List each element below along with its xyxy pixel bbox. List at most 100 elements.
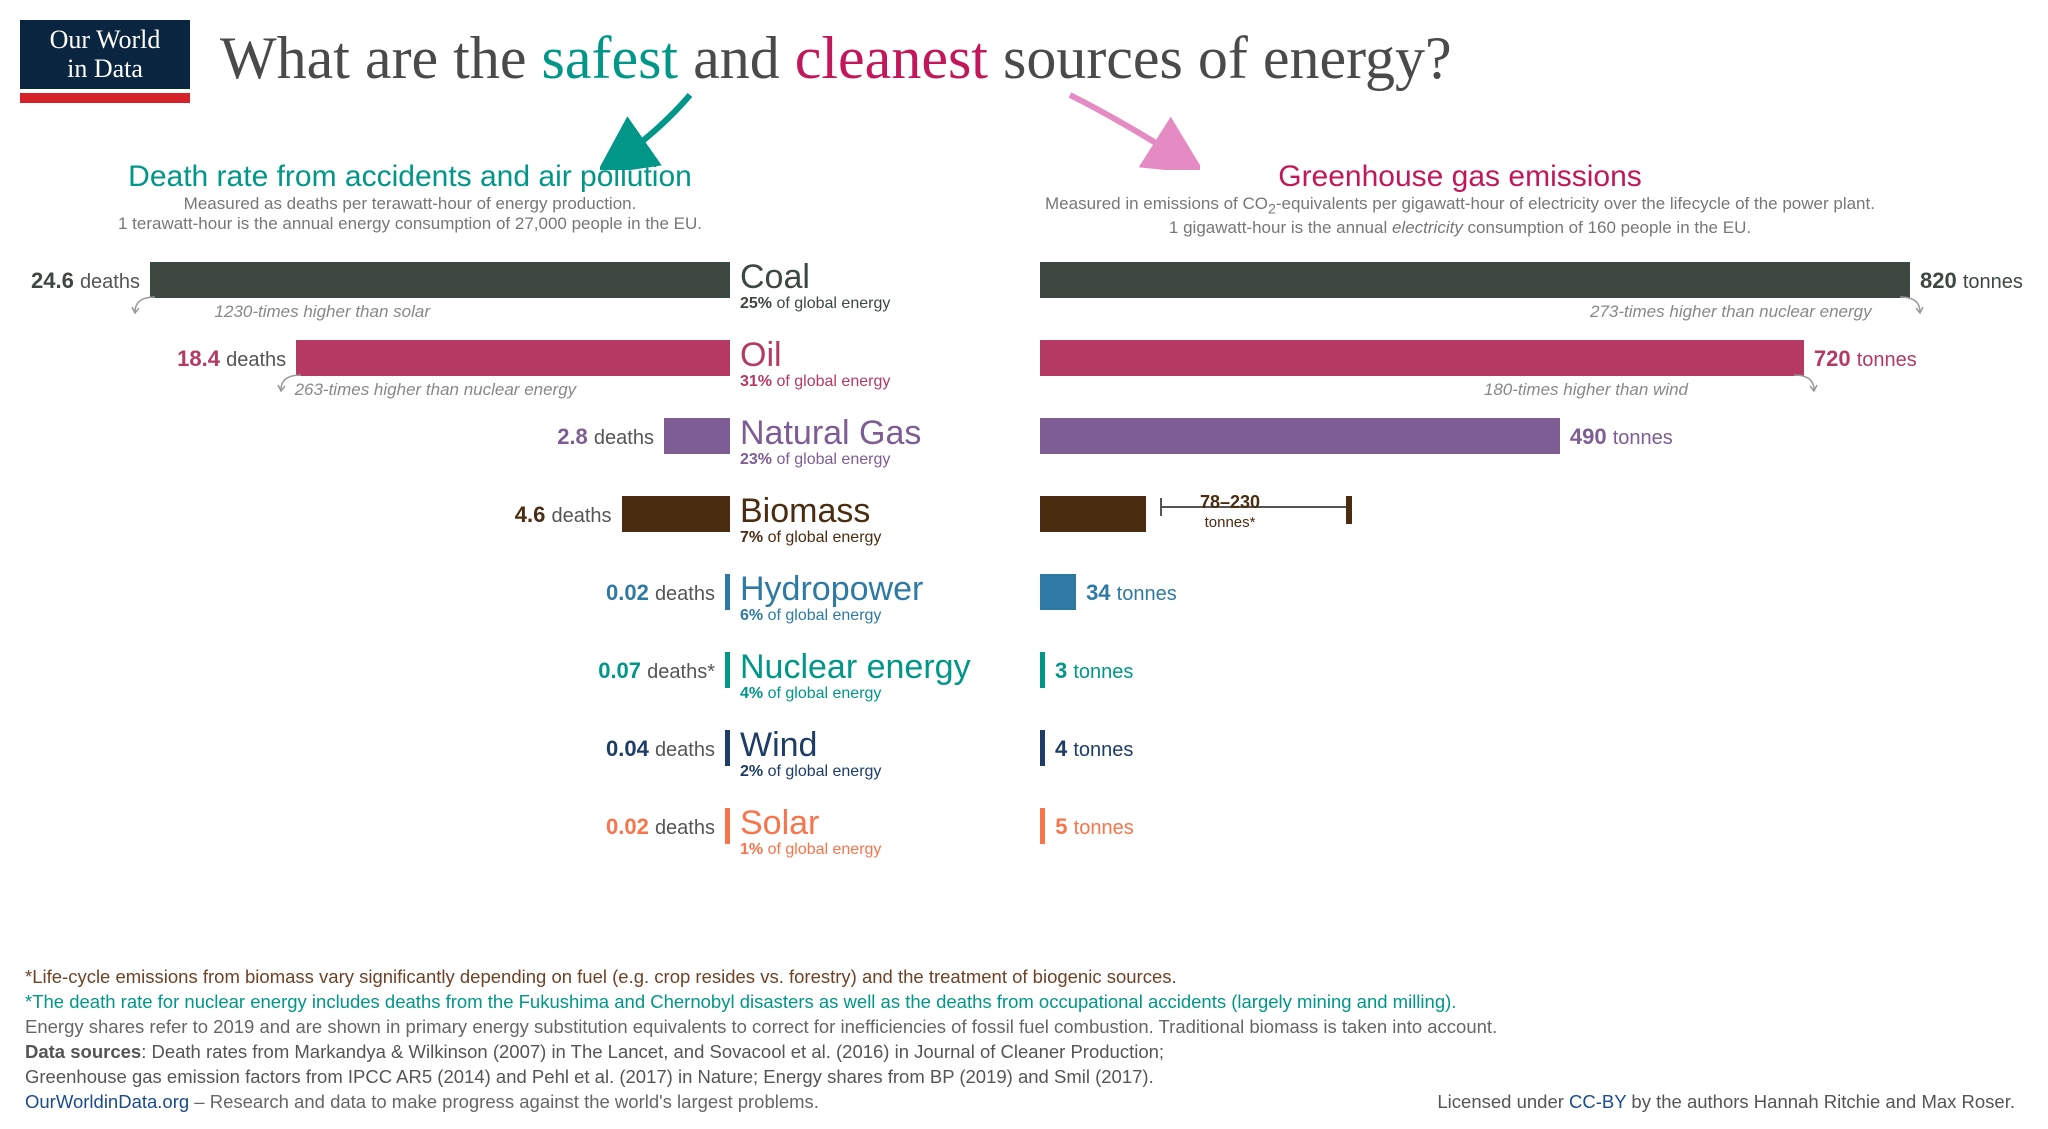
source-label: Solar 1% of global energy [740, 806, 1020, 858]
deaths-note: 1230-times higher than solar [215, 302, 430, 322]
emissions-bar [1040, 574, 1076, 610]
emissions-bar-area: 5 tonnes [1040, 808, 2020, 844]
emissions-bar-area: 720 tonnes180-times higher than wind [1040, 340, 2020, 376]
deaths-bar-area: 0.04 deaths [0, 730, 730, 766]
deaths-value: 4.6 deaths [515, 502, 612, 528]
owid-logo: Our World in Data [20, 20, 190, 103]
logo-text: Our World in Data [20, 20, 190, 89]
callout-arrow-icon [1789, 370, 1819, 395]
chart-row: Coal 25% of global energy 24.6 deaths123… [0, 260, 2048, 338]
source-label: Coal 25% of global energy [740, 260, 1020, 312]
emissions-value: 4 tonnes [1055, 736, 1133, 762]
chart-row: Oil 31% of global energy 18.4 deaths263-… [0, 338, 2048, 416]
emissions-bar-area: 820 tonnes273-times higher than nuclear … [1040, 262, 2020, 298]
source-label: Wind 2% of global energy [740, 728, 1020, 780]
source-name: Natural Gas [740, 416, 1020, 450]
title-suffix: sources of energy? [988, 25, 1452, 91]
chart-row: Hydropower 6% of global energy 0.02 deat… [0, 572, 2048, 650]
logo-underline [20, 93, 190, 103]
chart-row: Wind 2% of global energy 0.04 deaths 4 t… [0, 728, 2048, 806]
source-share: 1% of global energy [740, 842, 1020, 858]
deaths-value: 0.02 deaths [606, 814, 715, 840]
deaths-bar-area: 0.07 deaths* [0, 652, 730, 688]
footnote-tagline: – Research and data to make progress aga… [189, 1091, 819, 1112]
deaths-header-title: Death rate from accidents and air pollut… [90, 160, 730, 194]
emissions-bar-area: 34 tonnes [1040, 574, 2020, 610]
deaths-bar [664, 418, 730, 454]
emissions-bar [1040, 262, 1910, 298]
title-prefix: What are the [220, 25, 541, 91]
emissions-header: Greenhouse gas emissions Measured in emi… [1030, 160, 1890, 239]
deaths-header: Death rate from accidents and air pollut… [90, 160, 730, 235]
footnote-site-link[interactable]: OurWorldinData.org [25, 1091, 189, 1112]
source-name: Hydropower [740, 572, 1020, 606]
emissions-header-title: Greenhouse gas emissions [1030, 160, 1890, 194]
source-share: 25% of global energy [740, 296, 1020, 312]
deaths-bar-area: 2.8 deaths [0, 418, 730, 454]
source-share: 31% of global energy [740, 374, 1020, 390]
deaths-bar [725, 652, 730, 688]
source-name: Oil [740, 338, 1020, 372]
source-name: Solar [740, 806, 1020, 840]
source-name: Nuclear energy [740, 650, 1020, 684]
deaths-bar [622, 496, 730, 532]
deaths-value: 24.6 deaths [31, 268, 140, 294]
footnote-biomass: *Life-cycle emissions from biomass vary … [25, 965, 2015, 990]
source-share: 6% of global energy [740, 608, 1020, 624]
deaths-value: 0.07 deaths* [598, 658, 715, 684]
deaths-bar [725, 574, 730, 610]
chart-row: Nuclear energy 4% of global energy 0.07 … [0, 650, 2048, 728]
arrow-cleanest-icon [1060, 90, 1200, 170]
footnote-sources1: Data sources: Death rates from Markandya… [25, 1040, 2015, 1065]
emissions-bar [1040, 418, 1560, 454]
logo-line1: Our World [50, 25, 161, 54]
emissions-value: 5 tonnes [1055, 814, 1133, 840]
chart-row: Solar 1% of global energy 0.02 deaths 5 … [0, 806, 2048, 884]
deaths-bar-area: 0.02 deaths [0, 808, 730, 844]
deaths-bar [725, 808, 730, 844]
deaths-bar [150, 262, 730, 298]
source-share: 4% of global energy [740, 686, 1020, 702]
chart-row: Natural Gas 23% of global energy 2.8 dea… [0, 416, 2048, 494]
emissions-bar [1040, 730, 1045, 766]
deaths-value: 0.02 deaths [606, 580, 715, 606]
emissions-bar-area: 78–230tonnes* [1040, 496, 2020, 532]
source-share: 23% of global energy [740, 452, 1020, 468]
source-name: Wind [740, 728, 1020, 762]
emissions-value: 3 tonnes [1055, 658, 1133, 684]
footnote-bottom-line: OurWorldinData.org – Research and data t… [25, 1090, 2015, 1115]
emissions-header-sub2: 1 gigawatt-hour is the annual electricit… [1030, 218, 1890, 238]
title-safest: safest [541, 25, 678, 91]
callout-arrow-icon [276, 370, 306, 395]
emissions-value: 490 tonnes [1570, 424, 1673, 450]
arrow-safest-icon [600, 90, 720, 170]
title-middle: and [678, 25, 795, 91]
deaths-header-sub1: Measured as deaths per terawatt-hour of … [90, 194, 730, 214]
footnotes: *Life-cycle emissions from biomass vary … [25, 965, 2015, 1115]
emissions-bar [1040, 340, 1804, 376]
deaths-bar-area: 24.6 deaths1230-times higher than solar [0, 262, 730, 298]
source-label: Hydropower 6% of global energy [740, 572, 1020, 624]
emissions-note: 273-times higher than nuclear energy [1590, 302, 1872, 322]
source-label: Oil 31% of global energy [740, 338, 1020, 390]
logo-line2: in Data [67, 54, 143, 83]
deaths-note: 263-times higher than nuclear energy [295, 380, 577, 400]
cc-by-link[interactable]: CC-BY [1569, 1091, 1626, 1112]
source-name: Coal [740, 260, 1020, 294]
deaths-bar-area: 18.4 deaths263-times higher than nuclear… [0, 340, 730, 376]
emissions-value: 820 tonnes [1920, 268, 2023, 294]
emissions-value: 720 tonnes [1814, 346, 1917, 372]
title-cleanest: cleanest [795, 25, 988, 91]
emissions-bar [1040, 496, 1146, 532]
source-share: 2% of global energy [740, 764, 1020, 780]
emissions-value: 34 tonnes [1086, 580, 1177, 606]
callout-arrow-icon [1895, 292, 1925, 317]
deaths-value: 0.04 deaths [606, 736, 715, 762]
deaths-value: 18.4 deaths [177, 346, 286, 372]
footnote-license: Licensed under CC-BY by the authors Hann… [1437, 1090, 2015, 1115]
deaths-bar-area: 0.02 deaths [0, 574, 730, 610]
deaths-bar [725, 730, 730, 766]
deaths-bar [296, 340, 730, 376]
source-label: Nuclear energy 4% of global energy [740, 650, 1020, 702]
emissions-header-sub1: Measured in emissions of CO2-equivalents… [1030, 194, 1890, 218]
